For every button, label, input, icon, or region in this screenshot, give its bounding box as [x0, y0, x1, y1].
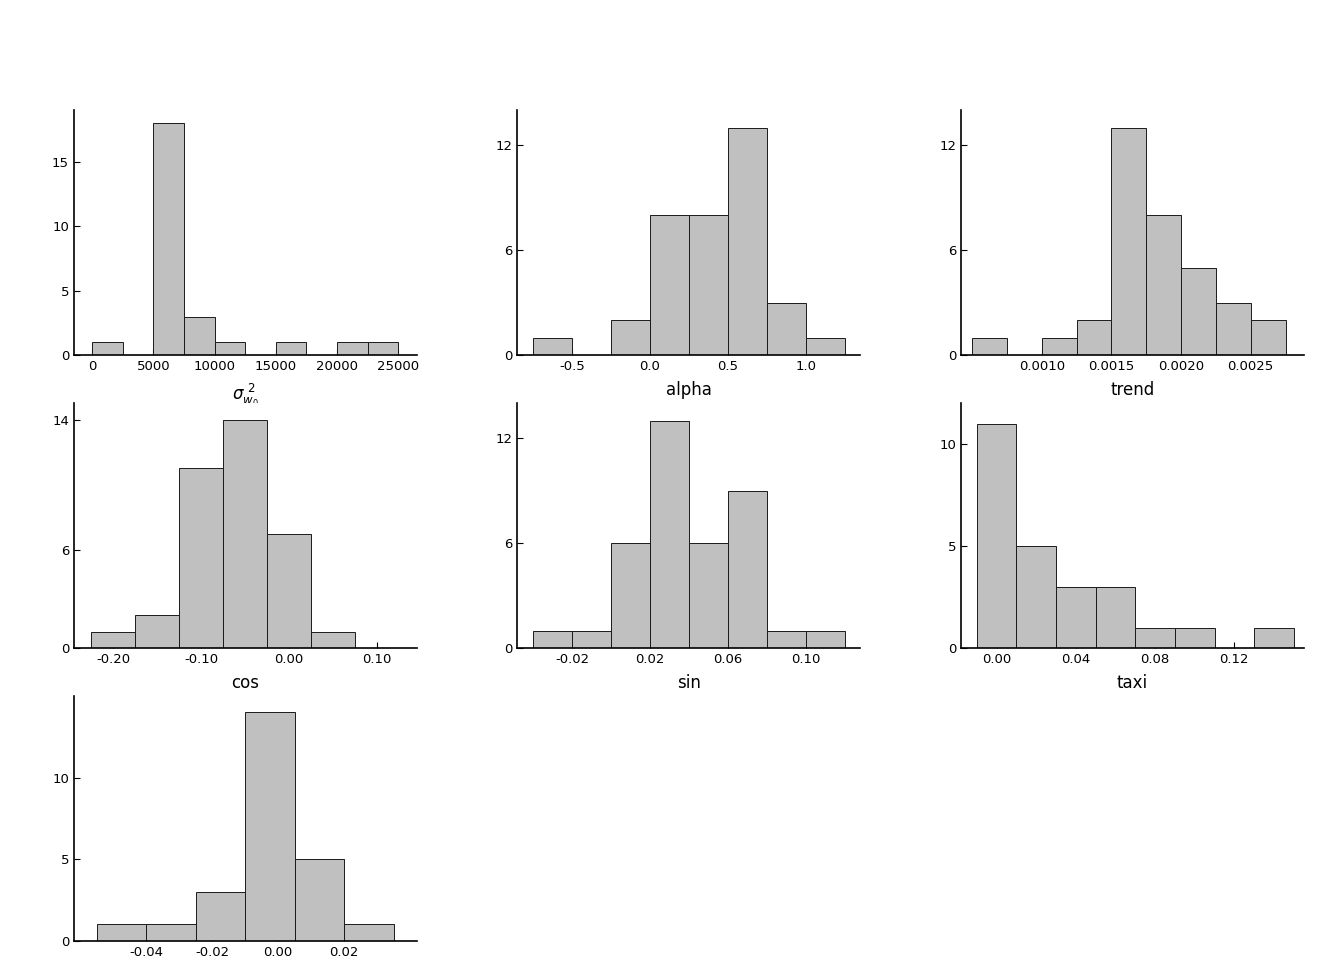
Bar [1146, 215, 1181, 355]
Bar [977, 423, 1016, 648]
Bar [1056, 587, 1095, 648]
Bar [727, 491, 766, 648]
Bar [650, 215, 688, 355]
Bar [766, 631, 805, 648]
X-axis label: trend: trend [1110, 381, 1154, 399]
Bar [573, 631, 612, 648]
X-axis label: $\sigma_{w_0}^{\ 2}$: $\sigma_{w_0}^{\ 2}$ [233, 381, 258, 409]
Bar [612, 321, 650, 355]
Bar [1042, 338, 1077, 355]
Bar [294, 859, 344, 941]
Bar [1077, 321, 1111, 355]
Bar [1136, 628, 1175, 648]
Bar [972, 338, 1007, 355]
Bar [276, 343, 306, 355]
Bar [1175, 628, 1215, 648]
Bar [727, 128, 766, 355]
Bar [1251, 321, 1286, 355]
Bar [766, 302, 805, 355]
Bar [312, 632, 355, 648]
Bar [1016, 546, 1056, 648]
Bar [534, 631, 573, 648]
Bar [196, 892, 245, 941]
Bar [97, 924, 146, 941]
Bar [215, 343, 245, 355]
Bar [337, 343, 368, 355]
Bar [1111, 128, 1146, 355]
Bar [612, 543, 650, 648]
Bar [1095, 587, 1136, 648]
Bar [805, 631, 844, 648]
Bar [223, 420, 267, 648]
Bar [1181, 268, 1216, 355]
Bar [368, 343, 398, 355]
Bar [179, 468, 223, 648]
Bar [267, 534, 312, 648]
Bar [245, 712, 294, 941]
X-axis label: cos: cos [231, 674, 259, 692]
Bar [91, 632, 136, 648]
Bar [650, 420, 689, 648]
Bar [344, 924, 394, 941]
Bar [1216, 302, 1251, 355]
X-axis label: taxi: taxi [1117, 674, 1148, 692]
Bar [136, 615, 179, 648]
Bar [689, 543, 727, 648]
Bar [688, 215, 727, 355]
X-axis label: alpha: alpha [665, 381, 712, 399]
X-axis label: sin: sin [677, 674, 700, 692]
Bar [184, 317, 215, 355]
Bar [534, 338, 573, 355]
Bar [1254, 628, 1294, 648]
Bar [805, 338, 844, 355]
Bar [153, 123, 184, 355]
Bar [146, 924, 196, 941]
Bar [93, 343, 122, 355]
